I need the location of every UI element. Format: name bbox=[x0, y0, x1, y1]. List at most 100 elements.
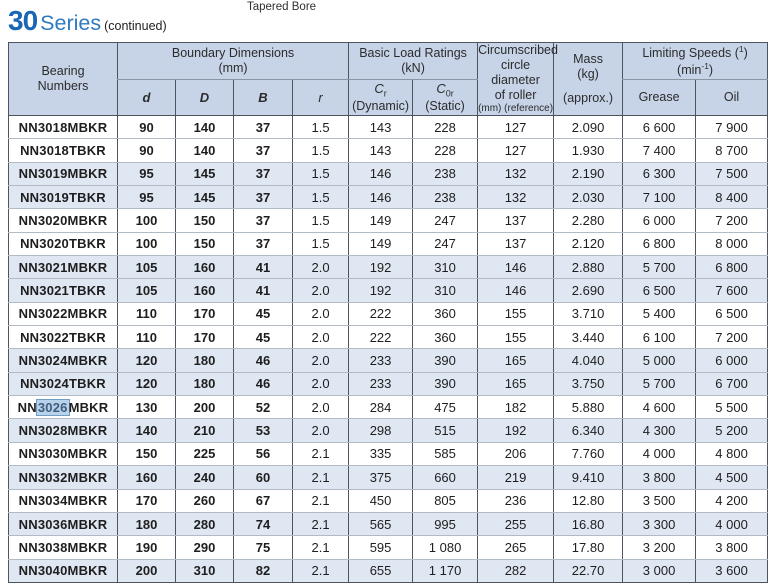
cell-d: 170 bbox=[117, 489, 176, 513]
cell-r: 2.1 bbox=[291, 512, 349, 537]
cell-B: 37 bbox=[233, 162, 293, 187]
header-line: Limiting Speeds (1) bbox=[623, 44, 767, 61]
search-highlight: 3026 bbox=[35, 398, 70, 416]
cell-mass: 2.090 bbox=[553, 115, 623, 140]
header-line: (approx.) bbox=[563, 91, 614, 105]
table-row: NN3034MBKR 170 260 67 2.1 450 805 236 12.80 3 500… bbox=[8, 489, 769, 513]
cell-r: 1.5 bbox=[291, 185, 349, 210]
cell-circ: 282 bbox=[477, 559, 554, 583]
symbol-C: C bbox=[374, 80, 384, 96]
cell-oil: 7 900 bbox=[695, 115, 769, 140]
cell-r: 2.1 bbox=[291, 489, 349, 513]
cell-cr: 450 bbox=[348, 489, 413, 513]
cell-oil: 4 800 bbox=[695, 442, 769, 467]
cell-bearing: NN3024TBKR bbox=[8, 372, 118, 397]
col-group-limiting-speeds: Limiting Speeds (1) (min-1) bbox=[622, 41, 769, 81]
cell-B: 52 bbox=[233, 395, 293, 420]
cell-D: 140 bbox=[175, 138, 234, 163]
cell-bearing: NN3036MBKR bbox=[8, 512, 118, 537]
cell-B: 74 bbox=[233, 512, 293, 537]
cell-B: 37 bbox=[233, 138, 293, 163]
header-line: (Static) bbox=[425, 99, 465, 114]
header-line: of roller bbox=[494, 88, 537, 102]
cell-grease: 6 600 bbox=[622, 115, 696, 140]
cell-c0r: 360 bbox=[412, 302, 478, 327]
cell-mass: 2.030 bbox=[553, 185, 623, 210]
cell-d: 100 bbox=[117, 232, 176, 257]
cell-c0r: 238 bbox=[412, 185, 478, 210]
cell-oil: 6 500 bbox=[695, 302, 769, 327]
cell-c0r: 660 bbox=[412, 465, 478, 490]
header-sub-row: d D B r Cr (Dynamic) C0r (Static) Grease… bbox=[9, 79, 769, 116]
cell-grease: 5 400 bbox=[622, 302, 696, 327]
cell-D: 140 bbox=[175, 115, 234, 140]
cell-bearing: NN3040MBKR bbox=[8, 559, 118, 583]
header-line: (min-1) bbox=[623, 61, 767, 78]
header-line: Bearing bbox=[41, 64, 85, 78]
cell-B: 37 bbox=[233, 232, 293, 257]
table-header: Bearing Numbers Boundary Dimensions (mm)… bbox=[8, 41, 769, 116]
header-line: (mm) (reference) bbox=[478, 103, 554, 114]
cell-d: 130 bbox=[117, 395, 176, 420]
header-line: Basic Load Ratings bbox=[359, 46, 467, 61]
table-row: NN3026MBKR 130 200 52 2.0 284 475 182 5.880 4 600… bbox=[8, 395, 769, 420]
cell-oil: 8 700 bbox=[695, 138, 769, 163]
cell-D: 160 bbox=[175, 278, 234, 303]
col-header-cr-dynamic: Cr (Dynamic) bbox=[348, 79, 413, 116]
cell-d: 120 bbox=[117, 348, 176, 373]
cell-grease: 6 300 bbox=[622, 162, 696, 187]
cell-grease: 6 100 bbox=[622, 325, 696, 350]
cell-bearing: NN3022TBKR bbox=[8, 325, 118, 350]
cell-B: 45 bbox=[233, 302, 293, 327]
table-row: NN3021MBKR 105 160 41 2.0 192 310 146 2.880 5 700… bbox=[8, 255, 769, 280]
cell-d: 160 bbox=[117, 465, 176, 490]
cell-B: 56 bbox=[233, 442, 293, 467]
cell-grease: 6 000 bbox=[622, 208, 696, 233]
cell-grease: 3 300 bbox=[622, 512, 696, 537]
cell-cr: 192 bbox=[348, 278, 413, 303]
cell-oil: 7 500 bbox=[695, 162, 769, 187]
cell-grease: 6 800 bbox=[622, 232, 696, 257]
cell-D: 150 bbox=[175, 232, 234, 257]
cell-mass: 3.750 bbox=[553, 372, 623, 397]
cell-grease: 3 000 bbox=[622, 559, 696, 583]
table-row: NN3022TBKR 110 170 45 2.0 222 360 155 3.440 6 100… bbox=[8, 325, 769, 350]
symbol-subscript: 0r bbox=[445, 88, 454, 99]
col-header-circumscribed-diameter: Circumscribed circle diameter of roller … bbox=[477, 42, 558, 116]
cell-circ: 132 bbox=[477, 162, 554, 187]
cell-mass: 6.340 bbox=[553, 418, 623, 443]
cell-cr: 233 bbox=[348, 348, 413, 373]
cell-oil: 4 000 bbox=[695, 512, 769, 537]
cell-bearing: NN3019MBKR bbox=[8, 162, 118, 187]
cell-cr: 149 bbox=[348, 232, 413, 257]
cell-D: 310 bbox=[175, 559, 234, 583]
cell-d: 105 bbox=[117, 278, 176, 303]
cell-grease: 5 700 bbox=[622, 372, 696, 397]
cell-bearing: NN3030MBKR bbox=[8, 442, 118, 467]
cell-D: 240 bbox=[175, 465, 234, 490]
cell-B: 37 bbox=[233, 115, 293, 140]
cell-r: 1.5 bbox=[291, 208, 349, 233]
table-body: NN3018MBKR 90 140 37 1.5 143 228 127 2.090 6 600 7… bbox=[8, 115, 769, 583]
cell-d: 200 bbox=[117, 559, 176, 583]
cell-r: 2.0 bbox=[291, 395, 349, 420]
cell-d: 95 bbox=[117, 162, 176, 187]
col-group-basic-load-ratings: Basic Load Ratings (kN) bbox=[348, 41, 478, 81]
cell-r: 2.1 bbox=[291, 559, 349, 583]
cell-mass: 17.80 bbox=[553, 535, 623, 560]
cell-D: 170 bbox=[175, 325, 234, 350]
cell-D: 145 bbox=[175, 162, 234, 187]
footnote-marker: 1 bbox=[738, 43, 744, 54]
header-group-row: Bearing Numbers Boundary Dimensions (mm)… bbox=[8, 41, 769, 116]
cell-mass: 2.190 bbox=[553, 162, 623, 187]
cell-r: 2.0 bbox=[291, 325, 349, 350]
cell-circ: 219 bbox=[477, 465, 554, 490]
cell-D: 280 bbox=[175, 512, 234, 537]
header-line: (kg) bbox=[577, 67, 599, 81]
cell-circ: 137 bbox=[477, 208, 554, 233]
cell-B: 82 bbox=[233, 559, 293, 583]
cell-oil: 4 500 bbox=[695, 465, 769, 490]
cell-grease: 4 600 bbox=[622, 395, 696, 420]
col-group-boundary-dimensions: Boundary Dimensions (mm) bbox=[116, 41, 349, 81]
cell-circ: 236 bbox=[477, 489, 554, 513]
